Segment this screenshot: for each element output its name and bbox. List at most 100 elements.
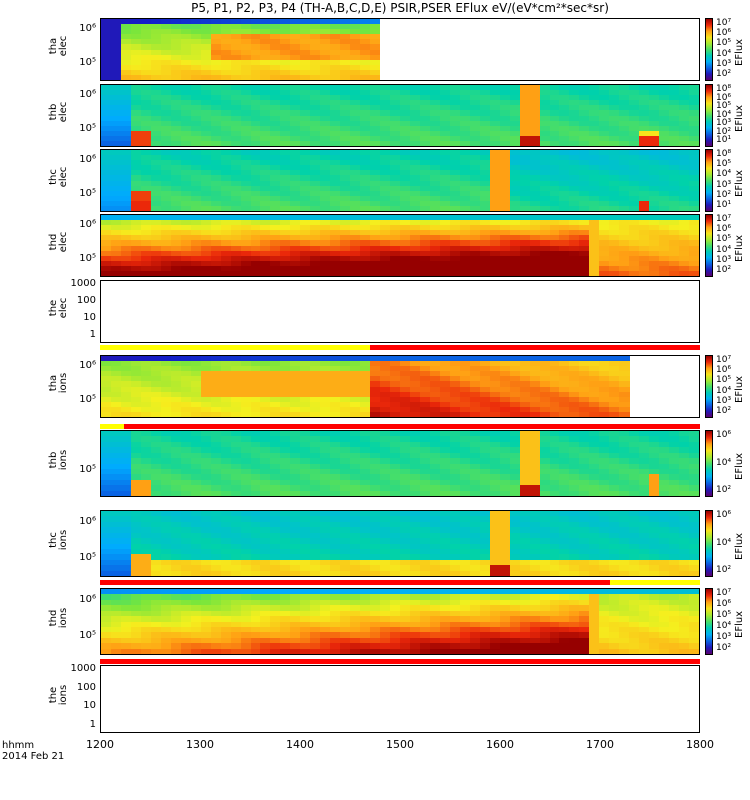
spectrogram-cell — [240, 446, 251, 453]
spectrogram-cell — [390, 260, 401, 266]
spectrogram-cell — [330, 356, 341, 362]
spectrogram-cell — [220, 474, 231, 480]
spectrogram-cell — [539, 441, 550, 448]
spectrogram-cell — [310, 446, 321, 453]
spectrogram-cell — [200, 436, 211, 442]
spectrogram-cell — [170, 135, 182, 141]
spectrogram-cell — [220, 195, 231, 201]
spectrogram-cell — [409, 360, 421, 367]
spectrogram-cell — [400, 154, 411, 161]
spectrogram-cell — [619, 99, 630, 106]
spectrogram-cell — [489, 386, 500, 392]
spectrogram-cell — [639, 175, 650, 181]
spectrogram-cell — [439, 490, 451, 496]
spectrogram-cell — [250, 200, 261, 206]
spectrogram-cell — [340, 28, 351, 35]
spectrogram-cell — [160, 130, 172, 136]
spectrogram-cell — [160, 120, 172, 126]
spectrogram-cell — [380, 516, 391, 522]
spectrogram-cell — [649, 526, 660, 533]
spectrogram-cell — [230, 44, 241, 50]
spectrogram-cell — [380, 446, 391, 453]
spectrogram-cell — [639, 154, 650, 161]
spectrogram-cell — [350, 49, 361, 55]
spectrogram-cell — [639, 446, 650, 453]
spectrogram-cell — [439, 240, 451, 246]
spectrogram-cell — [101, 250, 112, 256]
spectrogram-cell — [190, 632, 201, 638]
spectrogram-cell — [689, 140, 699, 146]
spectrogram-cell — [120, 190, 132, 196]
spectrogram-cell — [270, 185, 281, 191]
spectrogram-cell — [170, 386, 182, 392]
spectrogram-cell — [589, 200, 600, 206]
spectrogram-cell — [449, 180, 461, 186]
spectrogram-cell — [310, 33, 321, 40]
spectrogram-cell — [220, 548, 231, 555]
spectrogram-cell — [320, 270, 331, 276]
spectrogram-cell — [360, 642, 371, 649]
spectrogram-cell — [300, 516, 311, 522]
ylabel-thd-elec: thd elec — [48, 227, 69, 257]
spectrogram-cell — [200, 564, 211, 571]
spectrogram-cell — [330, 474, 341, 480]
spectrogram-cell — [459, 532, 471, 539]
spectrogram-cell — [220, 511, 231, 517]
spectrogram-cell — [200, 74, 211, 80]
spectrogram-cell — [150, 554, 162, 560]
spectrogram-cell — [300, 150, 311, 156]
spectrogram-cell — [330, 599, 341, 606]
spectrogram-cell — [240, 648, 251, 654]
spectrogram-cell — [380, 360, 391, 367]
spectrogram-cell — [589, 110, 600, 116]
spectrogram-cell — [190, 431, 201, 437]
spectrogram-cell — [400, 490, 411, 496]
colorbar-tick-label: 10⁶ — [716, 28, 732, 39]
spectrogram-cell — [360, 526, 371, 533]
spectrogram-cell — [290, 164, 301, 171]
spectrogram-cell — [479, 99, 490, 106]
spectrogram-cell — [220, 360, 231, 367]
spectrogram-cell — [589, 554, 600, 560]
spectrogram-cell — [549, 120, 560, 126]
spectrogram-cell — [499, 484, 510, 491]
spectrogram-cell — [679, 180, 690, 186]
spectrogram-cell — [400, 270, 411, 276]
spectrogram-cell — [370, 401, 381, 407]
spectrogram-cell — [489, 356, 500, 362]
colorbar-tick-label: 10² — [716, 565, 732, 575]
spectrogram-cell — [499, 224, 510, 231]
spectrogram-cell — [559, 370, 570, 377]
spectrogram-cell — [370, 570, 381, 576]
spectrogram-cell — [330, 64, 341, 70]
spectrogram-cell — [190, 441, 201, 448]
spectrogram-cell — [370, 516, 381, 522]
spectrogram-cell — [669, 240, 680, 246]
spectrogram-cell — [439, 255, 451, 261]
spectrogram-cell — [559, 105, 570, 111]
spectrogram-cell — [659, 170, 670, 176]
spectrogram-cell — [320, 120, 331, 126]
spectrogram-cell — [400, 564, 411, 571]
spectrogram-cell — [579, 570, 590, 576]
spectrogram-cell — [140, 44, 152, 50]
spectrogram-cell — [240, 170, 251, 176]
spectrogram-cell — [210, 521, 221, 528]
spectrogram-cell — [609, 94, 620, 101]
spectrogram-cell — [110, 99, 122, 106]
spectrogram-cell — [459, 215, 471, 221]
spectrogram-cell — [340, 554, 351, 560]
spectrogram-cell — [170, 159, 182, 166]
spectrogram-cell — [459, 130, 471, 136]
spectrogram-cell — [101, 594, 112, 600]
spectrogram-cell — [569, 401, 580, 407]
spectrogram-cell — [529, 215, 540, 221]
spectrogram-cell — [240, 589, 251, 595]
spectrogram-cell — [320, 200, 331, 206]
ylabel-species: elec — [58, 101, 69, 122]
spectrogram-cell — [130, 245, 142, 251]
spectrogram-cell — [180, 604, 191, 611]
spectrogram-cell — [200, 140, 211, 146]
spectrogram-cell — [409, 85, 421, 91]
spectrogram-cell — [390, 484, 401, 491]
